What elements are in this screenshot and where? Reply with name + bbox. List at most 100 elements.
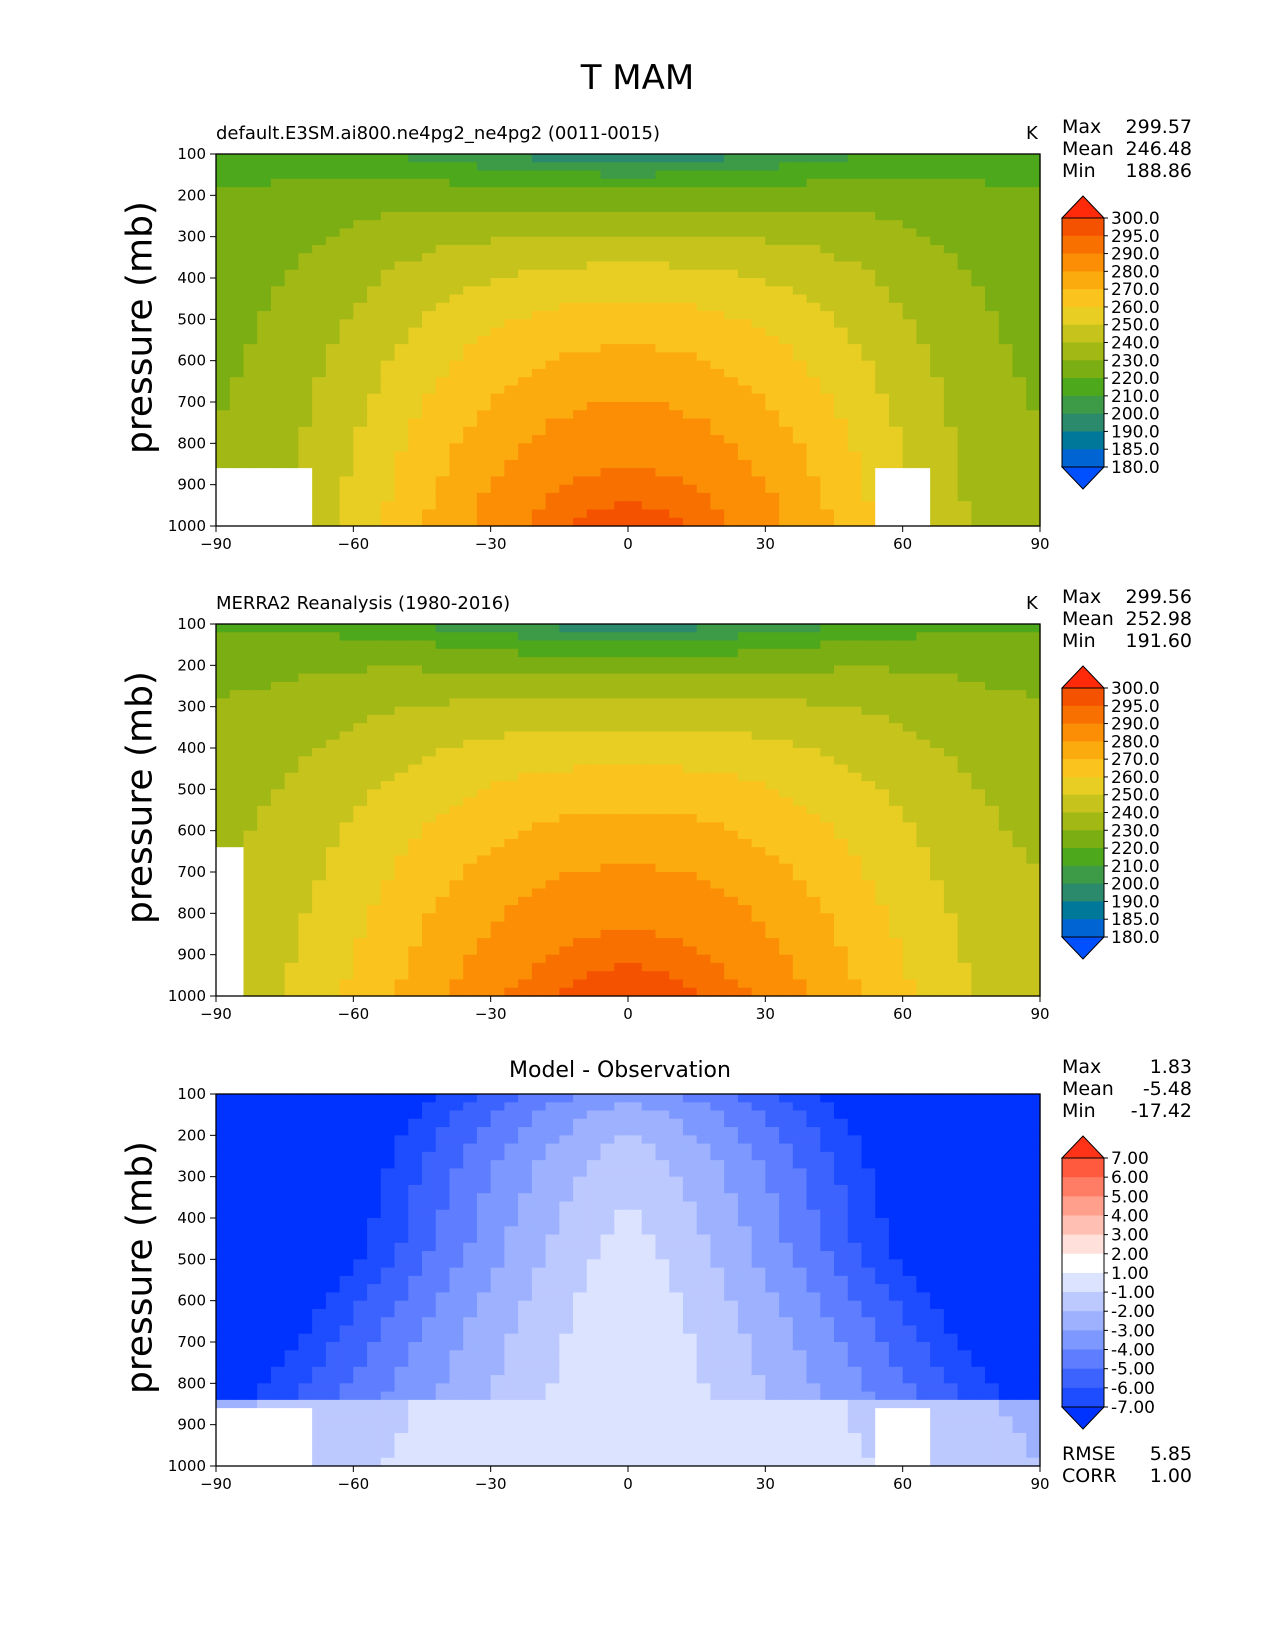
contour-cell bbox=[1012, 269, 1027, 279]
contour-cell bbox=[985, 228, 1000, 238]
contour-cell bbox=[751, 368, 766, 378]
contour-cell bbox=[229, 822, 245, 832]
contour-cell bbox=[531, 203, 547, 213]
contour-cell bbox=[380, 822, 396, 832]
contour-cell bbox=[751, 435, 766, 444]
contour-cell bbox=[614, 170, 629, 180]
contour-cell bbox=[518, 393, 533, 403]
contour-cell bbox=[820, 509, 835, 519]
contour-cell bbox=[957, 410, 972, 420]
contour-cell bbox=[682, 838, 698, 848]
contour-cell bbox=[394, 756, 409, 766]
contour-cell bbox=[724, 772, 739, 782]
contour-cell bbox=[408, 195, 423, 205]
contour-cell bbox=[765, 905, 780, 914]
contour-cell bbox=[737, 797, 753, 807]
contour-cell bbox=[888, 814, 904, 823]
contour-cell bbox=[861, 484, 876, 494]
contour-cell bbox=[779, 880, 794, 890]
contour-cell bbox=[765, 327, 780, 337]
contour-cell bbox=[518, 805, 533, 815]
contour-cell bbox=[298, 261, 313, 271]
contour-cell bbox=[751, 220, 766, 229]
contour-cell bbox=[710, 244, 725, 254]
contour-cell bbox=[614, 640, 629, 650]
contour-cell bbox=[380, 872, 396, 881]
contour-cell bbox=[518, 244, 533, 254]
contour-cell bbox=[641, 253, 657, 263]
contour-cell bbox=[559, 435, 574, 444]
contour-cell bbox=[779, 781, 794, 790]
contour-cell bbox=[957, 624, 972, 633]
contour-cell bbox=[943, 665, 959, 675]
contour-cell bbox=[696, 459, 711, 469]
contour-cell bbox=[518, 385, 533, 395]
contour-cell bbox=[463, 278, 478, 287]
contour-cell bbox=[284, 921, 299, 931]
contour-cell bbox=[710, 468, 725, 477]
contour-cell bbox=[696, 468, 711, 477]
contour-cell bbox=[504, 714, 519, 724]
contour-cell bbox=[380, 187, 396, 196]
contour-cell bbox=[312, 624, 327, 633]
contour-cell bbox=[861, 253, 876, 263]
contour-cell bbox=[888, 418, 904, 428]
contour-cell bbox=[504, 739, 519, 749]
contour-cell bbox=[394, 657, 409, 666]
contour-cell bbox=[985, 739, 1000, 749]
contour-cell bbox=[435, 294, 451, 304]
contour-cell bbox=[312, 781, 327, 790]
contour-cell bbox=[710, 269, 725, 279]
contour-cell bbox=[518, 665, 533, 675]
contour-cell bbox=[930, 418, 945, 428]
contour-cell bbox=[504, 484, 519, 494]
contour-cell bbox=[820, 814, 835, 823]
contour-cell bbox=[820, 690, 835, 699]
contour-cell bbox=[298, 830, 313, 840]
contour-cell bbox=[504, 435, 519, 444]
contour-cell bbox=[394, 459, 409, 469]
contour-cell bbox=[216, 756, 231, 766]
contour-cell bbox=[985, 459, 1000, 469]
contour-cell bbox=[545, 253, 560, 263]
contour-cell bbox=[408, 517, 423, 527]
contour-cell bbox=[559, 781, 574, 790]
contour-cell bbox=[614, 476, 629, 486]
contour-cell bbox=[765, 723, 780, 733]
contour-cell bbox=[696, 360, 711, 370]
contour-cell bbox=[820, 921, 835, 931]
contour-cell bbox=[751, 501, 766, 511]
contour-cell bbox=[957, 170, 972, 180]
contour-cell bbox=[1026, 872, 1041, 881]
contour-cell bbox=[312, 261, 327, 271]
contour-cell bbox=[930, 673, 945, 683]
contour-cell bbox=[724, 459, 739, 469]
contour-cell bbox=[861, 451, 876, 461]
contour-cell bbox=[284, 468, 299, 477]
contour-cell bbox=[902, 731, 917, 741]
contour-cell bbox=[559, 459, 574, 469]
contour-cell bbox=[847, 648, 863, 658]
contour-cell bbox=[971, 632, 986, 642]
contour-cell bbox=[751, 632, 766, 642]
contour-cell bbox=[957, 847, 972, 857]
contour-cell bbox=[682, 154, 698, 163]
contour-cell bbox=[270, 261, 286, 271]
contour-cell bbox=[435, 178, 451, 188]
contour-cell bbox=[985, 195, 1000, 205]
contour-cell bbox=[325, 880, 341, 890]
contour-cell bbox=[847, 459, 863, 469]
contour-cell bbox=[545, 360, 560, 370]
contour-cell bbox=[902, 921, 917, 931]
contour-cell bbox=[985, 211, 1000, 221]
contour-cell bbox=[779, 632, 794, 642]
contour-cell bbox=[435, 805, 451, 815]
contour-cell bbox=[902, 632, 917, 642]
contour-cell bbox=[257, 772, 272, 782]
contour-cell bbox=[490, 501, 505, 511]
contour-cell bbox=[449, 509, 464, 519]
contour-cell bbox=[834, 244, 849, 254]
contour-cell bbox=[696, 278, 711, 287]
contour-cell bbox=[394, 195, 409, 205]
x-tick-label: 60 bbox=[893, 535, 912, 553]
